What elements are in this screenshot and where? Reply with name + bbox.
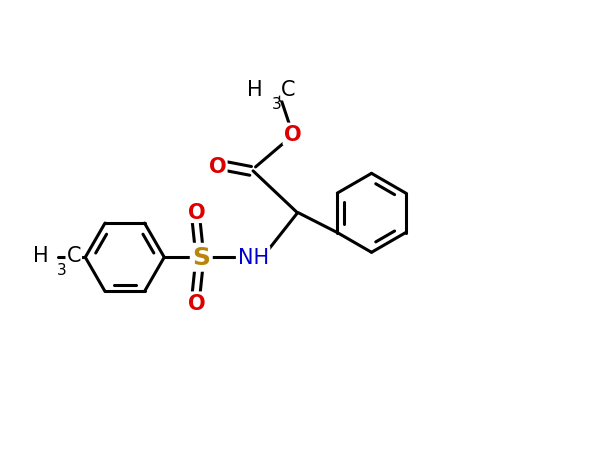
Text: O: O xyxy=(187,202,205,222)
Text: 3: 3 xyxy=(272,97,281,112)
Text: O: O xyxy=(209,157,226,177)
Text: 3: 3 xyxy=(57,263,67,278)
Text: C: C xyxy=(67,246,81,266)
Text: H: H xyxy=(33,246,48,266)
Text: S: S xyxy=(192,246,210,270)
Text: C: C xyxy=(281,80,296,100)
Text: H: H xyxy=(248,80,263,100)
Text: NH: NH xyxy=(237,248,269,268)
Text: O: O xyxy=(187,293,205,313)
Text: O: O xyxy=(284,125,302,145)
